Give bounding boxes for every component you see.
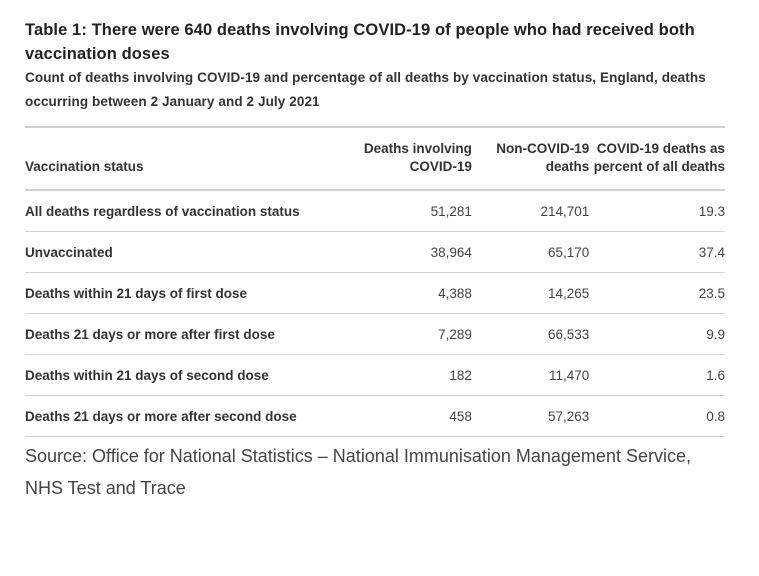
cell-covid-percent: 0.8 — [589, 395, 725, 437]
table-row: Unvaccinated 38,964 65,170 37.4 — [25, 231, 725, 273]
row-label: Unvaccinated — [25, 231, 350, 273]
cell-covid-deaths: 182 — [349, 354, 472, 396]
row-label: Deaths within 21 days of second dose — [25, 354, 350, 396]
cell-non-covid-deaths: 214,701 — [471, 190, 590, 232]
source-note: Source: Office for National Statistics –… — [25, 446, 691, 498]
row-label: Deaths 21 days or more after second dose — [25, 395, 350, 437]
cell-non-covid-deaths: 14,265 — [471, 272, 590, 314]
row-label: Deaths 21 days or more after first dose — [25, 313, 350, 355]
table-row: Deaths 21 days or more after first dose … — [25, 313, 725, 355]
cell-covid-percent: 37.4 — [589, 231, 725, 273]
row-label: All deaths regardless of vaccination sta… — [25, 190, 350, 232]
vaccination-deaths-table: Vaccination status Deaths involving COVI… — [25, 126, 725, 437]
table-row: Deaths 21 days or more after second dose… — [25, 395, 725, 437]
cell-non-covid-deaths: 65,170 — [471, 231, 590, 273]
cell-covid-deaths: 38,964 — [349, 231, 472, 273]
cell-non-covid-deaths: 66,533 — [471, 313, 590, 355]
cell-covid-deaths: 458 — [349, 395, 472, 437]
cell-covid-deaths: 7,289 — [349, 313, 472, 355]
table-row: All deaths regardless of vaccination sta… — [25, 190, 725, 232]
row-label: Deaths within 21 days of first dose — [25, 272, 350, 314]
header-deaths-involving-covid: Deaths involving COVID-19 — [349, 127, 472, 191]
table-title: Table 1: There were 640 deaths involving… — [25, 21, 695, 63]
header-covid-percent: COVID-19 deaths as percent of all deaths — [589, 127, 725, 191]
cell-covid-percent: 19.3 — [589, 190, 725, 232]
table-row: Deaths within 21 days of first dose 4,38… — [25, 272, 725, 314]
cell-covid-percent: 9.9 — [589, 313, 725, 355]
cell-non-covid-deaths: 11,470 — [471, 354, 590, 396]
table-figure: Table 1: There were 640 deaths involving… — [25, 18, 725, 504]
header-vaccination-status: Vaccination status — [25, 127, 350, 191]
header-non-covid-deaths: Non-COVID-19 deaths — [471, 127, 590, 191]
cell-non-covid-deaths: 57,263 — [471, 395, 590, 437]
cell-covid-deaths: 51,281 — [349, 190, 472, 232]
cell-covid-deaths: 4,388 — [349, 272, 472, 314]
table-subtitle: Count of deaths involving COVID-19 and p… — [25, 70, 706, 109]
cell-covid-percent: 23.5 — [589, 272, 725, 314]
table-row: Deaths within 21 days of second dose 182… — [25, 354, 725, 396]
table-header-row: Vaccination status Deaths involving COVI… — [25, 127, 725, 191]
cell-covid-percent: 1.6 — [589, 354, 725, 396]
